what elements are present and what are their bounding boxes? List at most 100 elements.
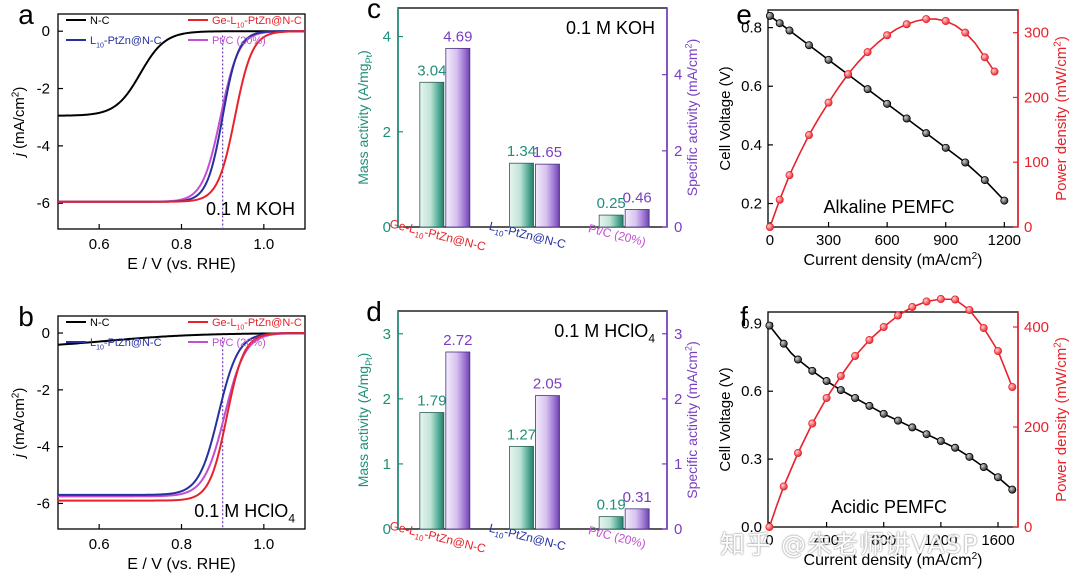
y-tick-label: -2: [37, 81, 50, 98]
electrolyte-annotation: 0.1 M HClO4: [194, 501, 295, 525]
power-point: [922, 15, 931, 24]
y-axis-label-part: (mA/cm: [11, 97, 28, 153]
power-point: [965, 305, 974, 314]
voltage-point: [980, 176, 989, 185]
data-label-specific: 0.31: [623, 489, 652, 506]
y-left-tick-label: 1: [383, 456, 391, 473]
y-right-tick-label: 3: [674, 326, 682, 343]
power-point: [822, 393, 831, 402]
y-left-axis-label: Cell Voltage (V): [717, 367, 734, 471]
electrolyte-annotation: 0.1 M HClO4: [554, 321, 655, 345]
power-point: [765, 222, 774, 231]
y-right-tick-label: 2: [674, 143, 682, 160]
bar-mass-activity: [509, 445, 534, 530]
x-tick-label: 1200: [924, 532, 957, 549]
y-right-axis-label-part: ): [1053, 337, 1070, 342]
legend-label-ge-part: 10: [236, 324, 244, 331]
voltage-curve: [768, 325, 1013, 491]
voltage-curve: [769, 15, 1005, 202]
bar-mass-activity: [598, 214, 624, 228]
power-point: [980, 53, 989, 62]
x-tick-label: 0.8: [171, 236, 192, 253]
y-right-axis-label-part: 2: [684, 346, 694, 351]
y-right-tick-label: 2: [674, 391, 682, 408]
y-left-tick-label: 0.0: [741, 519, 762, 536]
bar-mass-activity: [419, 81, 445, 228]
y-left-axis-label-part: Mass activity (A/mg: [355, 366, 371, 487]
voltage-point: [941, 143, 950, 152]
y-left-tick-label: 0.3: [741, 451, 762, 468]
y-right-tick-label: 100: [1024, 154, 1049, 171]
x-axis-label: Current density (mA/cm2): [804, 551, 983, 569]
electrolyte-annotation: 0.1 M KOH: [566, 18, 655, 38]
bar-specific-activity: [445, 47, 471, 228]
x-tick-label: 0.8: [171, 536, 192, 553]
voltage-point: [883, 99, 892, 108]
voltage-point: [902, 114, 911, 123]
voltage-point: [994, 473, 1003, 482]
x-axis-label: E / V (vs. RHE): [127, 556, 235, 573]
y-right-tick-label: 200: [1024, 89, 1049, 106]
power-point: [941, 17, 950, 26]
voltage-point: [1008, 485, 1017, 494]
x-tick-label: 1.0: [253, 536, 274, 553]
voltage-point: [979, 463, 988, 472]
data-label-mass: 1.27: [507, 426, 536, 443]
y-right-tick-label: 200: [1024, 419, 1049, 436]
data-label-mass: 1.79: [417, 393, 446, 410]
y-right-axis-label-part: Specific activity (mA/cm: [684, 351, 700, 499]
power-point: [794, 448, 803, 457]
legend-label-l10: L10-PtZn@N-C: [90, 35, 162, 49]
x-tick-label: 0: [766, 232, 774, 249]
y-right-axis-label-part: Power density (mW/cm: [1053, 47, 1070, 201]
y-left-axis-label-part: Pt: [364, 357, 374, 366]
y-left-axis-label-part: Pt: [364, 54, 374, 63]
x-axis-label-part: ): [977, 552, 982, 569]
y-right-tick-label: 0: [1024, 519, 1032, 536]
x-tick-label: 800: [871, 532, 896, 549]
category-label-ge-part: -PtZn@N-C: [423, 527, 488, 556]
power-point: [879, 322, 888, 331]
y-right-tick-label: 0: [674, 219, 682, 236]
y-tick-label: -2: [37, 382, 50, 399]
voltage-point: [765, 321, 774, 330]
legend-label-l10-part: -PtZn@N-C: [104, 35, 162, 47]
y-right-axis-label: Specific activity (mA/cm2): [684, 39, 700, 197]
curve-ptc: [58, 30, 305, 203]
electrolyte-annotation-part: 0.1 M HClO: [554, 321, 648, 341]
power-point: [863, 48, 872, 57]
y-left-axis-label: Cell Voltage (V): [717, 66, 734, 170]
y-tick-label: -4: [37, 138, 50, 155]
category-label-ge-part: Ge-L: [388, 216, 418, 236]
y-axis-label-part: (mA/cm: [11, 398, 28, 454]
y-right-axis-label: Power density (mW/cm2): [1052, 36, 1070, 201]
y-tick-label: -6: [37, 195, 50, 212]
y-left-tick-label: 0.2: [741, 196, 762, 213]
x-axis-label-part: ): [977, 252, 982, 269]
x-tick-label: 1600: [981, 532, 1014, 549]
legend-label-l10-part: 10: [96, 42, 104, 49]
y-left-axis-label: Mass activity (A/mgPt): [355, 50, 374, 185]
power-point: [844, 70, 853, 79]
curve-l10: [58, 30, 306, 203]
panel-b-lsv-hclo4: 0.6 0.8 1.0 0 -2 -4 -6 E / V (vs. RHE) j (mA/cm2…: [10, 301, 306, 573]
y-right-tick-label: 0: [674, 521, 682, 538]
voltage-point: [822, 377, 831, 386]
y-left-axis-label-part: ): [355, 50, 371, 55]
y-left-axis-label-part: ): [355, 353, 371, 358]
y-left-tick-label: 0: [383, 219, 391, 236]
power-point: [979, 323, 988, 332]
power-point: [883, 31, 892, 40]
category-label-ge-part: 10: [414, 230, 425, 241]
bar-mass-activity: [598, 516, 624, 530]
bar-specific-activity: [445, 351, 471, 530]
y-axis-label-part: ): [11, 388, 28, 393]
bar-specific-activity: [624, 508, 650, 530]
power-point: [785, 171, 794, 180]
panel-f-acidic-pemfc: 0 400 800 1200 1600 0.0 0.3 0.6 0.9 0 200 400 Curren…: [717, 294, 1070, 569]
y-left-tick-label: 4: [383, 29, 391, 46]
plot-frame: [767, 311, 1019, 528]
y-right-axis-label-part: 2: [684, 43, 694, 48]
voltage-point: [961, 158, 970, 167]
legend-label-ge-part: -PtZn@N-C: [244, 317, 302, 329]
